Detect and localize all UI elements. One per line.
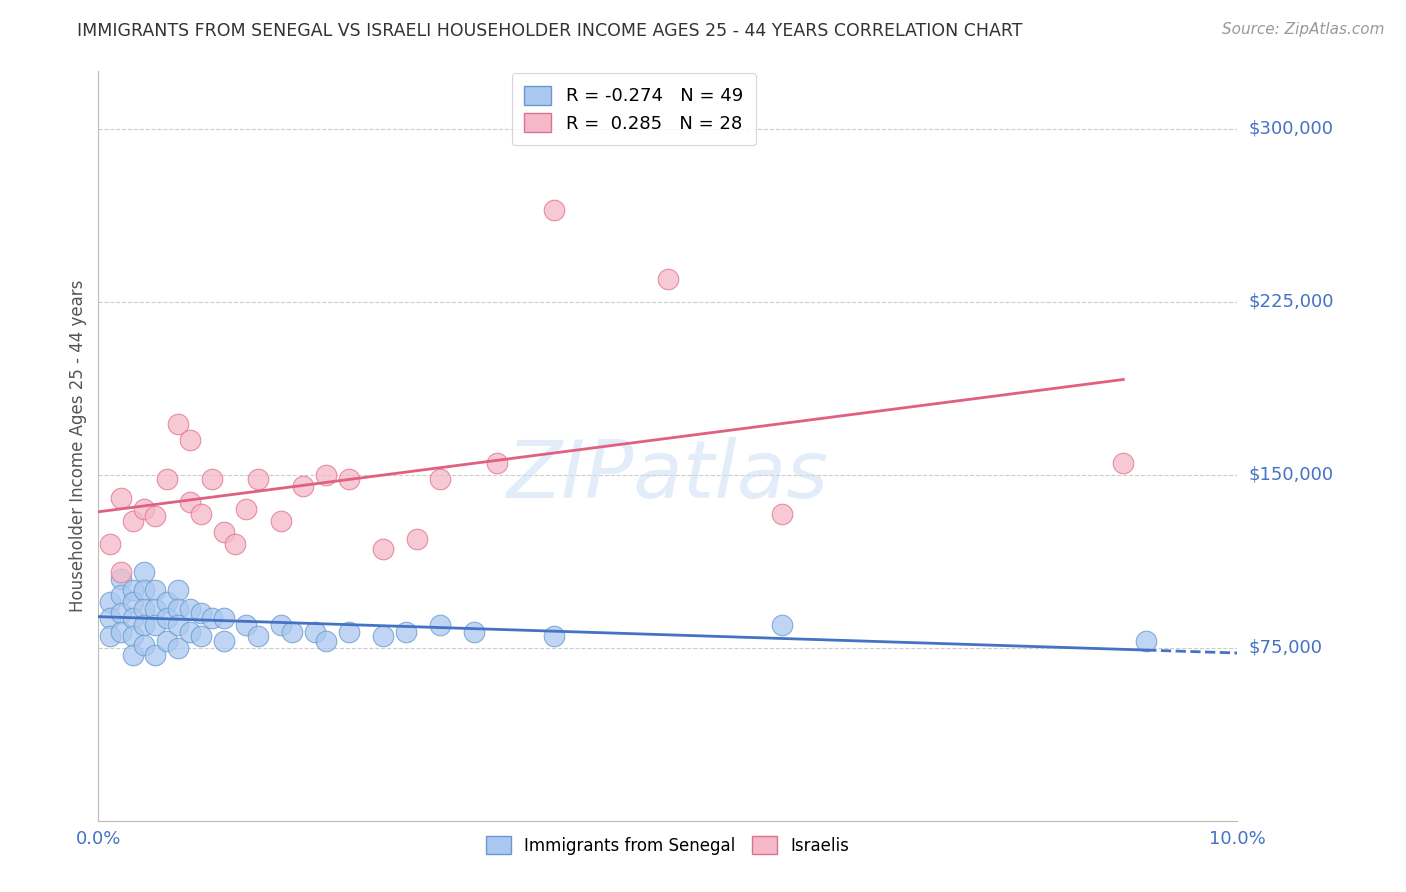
Point (486, 456, 509, 470)
Point (98, 594, 121, 608)
Text: IMMIGRANTS FROM SENEGAL VS ISRAELI HOUSEHOLDER INCOME AGES 25 - 44 YEARS CORRELA: IMMIGRANTS FROM SENEGAL VS ISRAELI HOUSE… (77, 22, 1022, 40)
Point (98, 629, 121, 643)
Point (543, 629, 565, 643)
Point (132, 601, 155, 615)
Point (429, 472, 451, 486)
Point (463, 624, 485, 639)
Point (145, 648, 167, 662)
Point (145, 583, 167, 598)
Point (110, 588, 132, 602)
Point (121, 611, 143, 625)
Point (292, 479, 315, 493)
Point (132, 583, 155, 598)
Point (156, 472, 179, 486)
Point (156, 594, 179, 608)
Legend: Immigrants from Senegal, Israelis: Immigrants from Senegal, Israelis (477, 826, 859, 864)
Point (337, 472, 360, 486)
Point (98, 611, 121, 625)
Point (212, 525, 235, 540)
Point (110, 606, 132, 620)
Point (110, 565, 132, 579)
Point (121, 594, 143, 608)
Point (235, 502, 257, 516)
Point (110, 624, 132, 639)
Point (429, 617, 451, 632)
Point (132, 639, 155, 653)
Point (145, 617, 167, 632)
Point (121, 583, 143, 598)
Point (212, 633, 235, 648)
Point (167, 640, 190, 655)
Point (315, 633, 337, 648)
Point (190, 629, 212, 643)
Point (337, 624, 360, 639)
Point (179, 434, 201, 448)
Y-axis label: Householder Income Ages 25 - 44 years: Householder Income Ages 25 - 44 years (69, 280, 87, 612)
Point (179, 601, 201, 615)
Point (224, 537, 246, 551)
Point (657, 272, 679, 286)
Point (145, 601, 167, 615)
Point (1112, 456, 1135, 470)
Text: $150,000: $150,000 (1249, 466, 1333, 483)
Point (132, 617, 155, 632)
Point (212, 611, 235, 625)
Point (201, 611, 224, 625)
Point (406, 533, 429, 547)
Point (167, 583, 190, 598)
Point (395, 624, 418, 639)
Point (373, 541, 395, 556)
Point (179, 495, 201, 509)
Point (190, 606, 212, 620)
Point (167, 617, 190, 632)
Point (1135, 633, 1157, 648)
Point (235, 617, 257, 632)
Point (156, 633, 179, 648)
Point (246, 472, 269, 486)
Point (121, 514, 143, 528)
Point (281, 624, 304, 639)
Point (145, 509, 167, 524)
Point (543, 202, 565, 217)
Text: $300,000: $300,000 (1249, 120, 1333, 138)
Point (304, 624, 326, 639)
Point (270, 514, 292, 528)
Point (770, 617, 793, 632)
Text: ZIPatlas: ZIPatlas (506, 437, 830, 515)
Text: Source: ZipAtlas.com: Source: ZipAtlas.com (1222, 22, 1385, 37)
Point (121, 629, 143, 643)
Point (270, 617, 292, 632)
Text: $75,000: $75,000 (1249, 639, 1323, 657)
Point (315, 467, 337, 482)
Point (373, 629, 395, 643)
Point (770, 507, 793, 521)
Point (110, 572, 132, 586)
Point (179, 624, 201, 639)
Point (190, 507, 212, 521)
Point (121, 648, 143, 662)
Point (246, 629, 269, 643)
Point (167, 601, 190, 615)
Text: $225,000: $225,000 (1249, 293, 1334, 311)
Point (201, 472, 224, 486)
Point (132, 565, 155, 579)
Point (167, 417, 190, 431)
Point (132, 502, 155, 516)
Point (156, 611, 179, 625)
Point (110, 491, 132, 505)
Point (98, 537, 121, 551)
